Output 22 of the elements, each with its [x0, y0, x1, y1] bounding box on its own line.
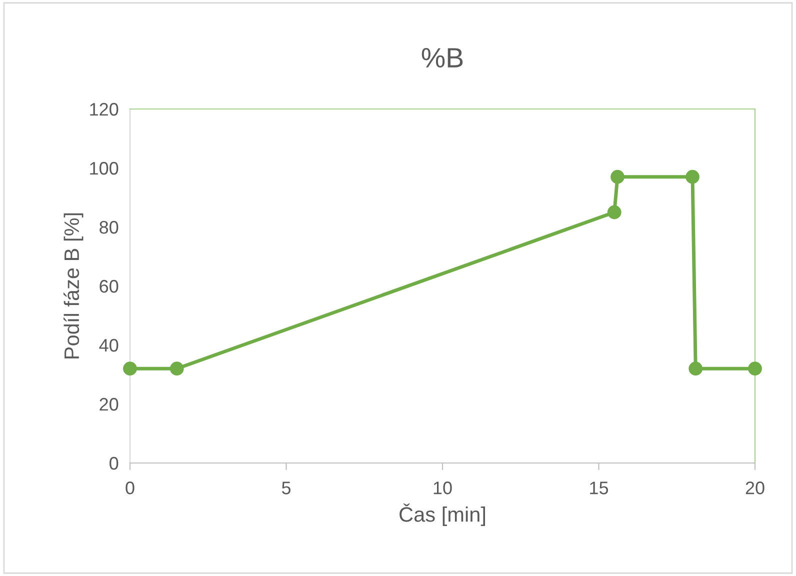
y-tick-label: 80 [100, 220, 118, 234]
x-tick-label: 15 [590, 482, 608, 494]
y-tick-label: 20 [100, 398, 118, 411]
y-tick-label: 0 [110, 456, 118, 470]
y-tick-label: 100 [90, 162, 118, 175]
y-axis-title: Podíl fáze B [%] [64, 213, 84, 358]
point [607, 205, 622, 220]
point [123, 362, 137, 376]
y-tick-label: 40 [99, 338, 118, 352]
x-tick-label: 5 [282, 482, 291, 494]
x-axis-title: Čas [min] [400, 503, 486, 526]
y-tick-label: 60 [100, 280, 118, 293]
y-tick-label: 120 [90, 102, 118, 116]
point [610, 170, 624, 184]
point [686, 170, 700, 184]
point [170, 362, 184, 376]
x-tick-label: 0 [126, 482, 134, 494]
chart-title: %B [422, 48, 463, 68]
x-tick-label: 10 [434, 482, 452, 494]
x-tick-label: 20 [746, 482, 764, 494]
point [748, 362, 762, 376]
point [688, 362, 703, 376]
